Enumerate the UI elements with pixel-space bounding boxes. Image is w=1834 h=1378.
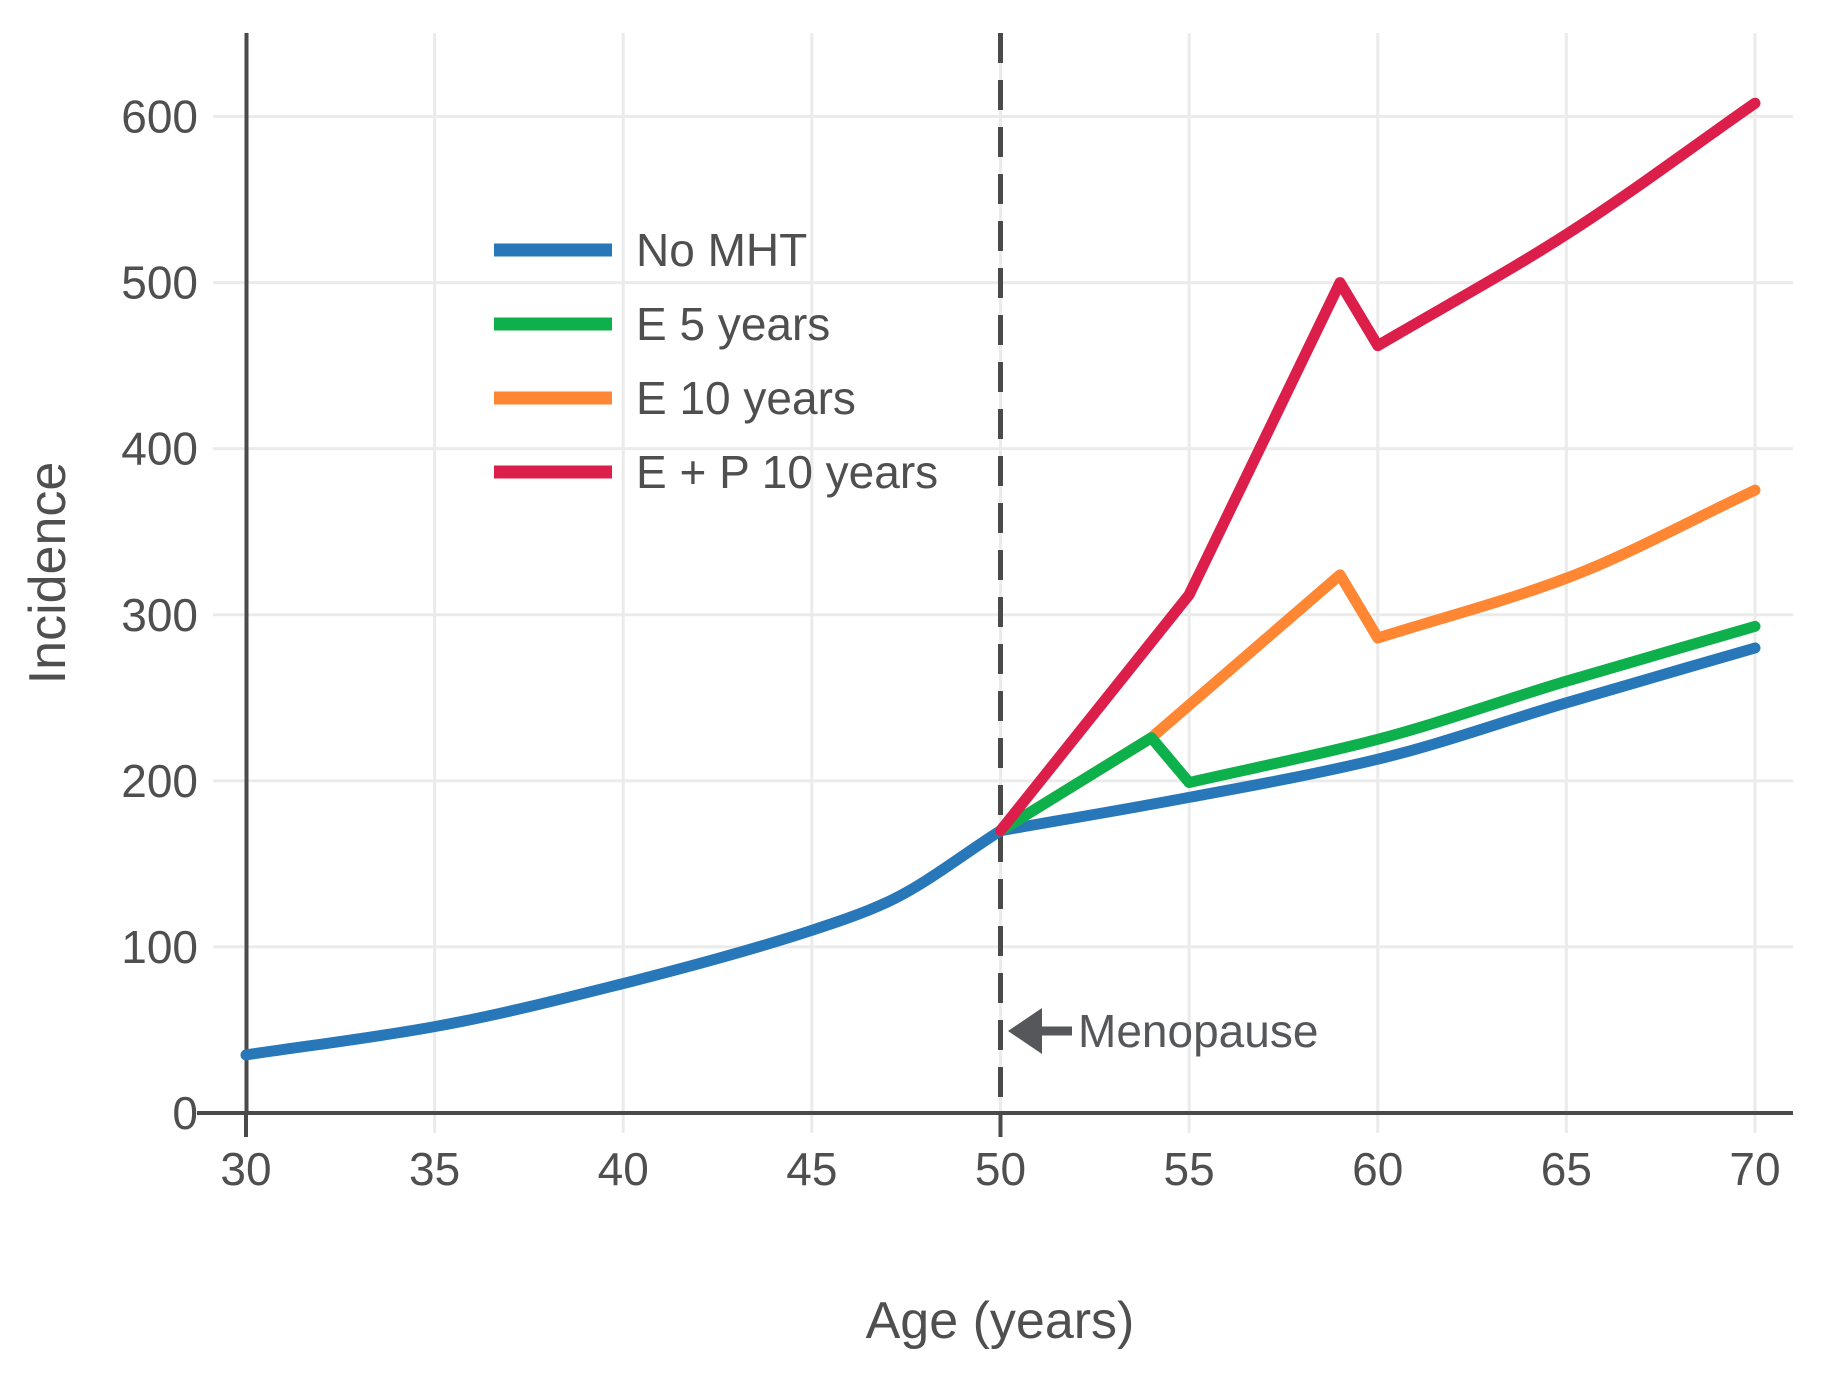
x-tick-label-50: 50 (975, 1143, 1026, 1195)
x-tick-label-45: 45 (786, 1143, 837, 1195)
legend-item-e-p-10-years: E + P 10 years (494, 446, 938, 498)
y-tick-label-0: 0 (172, 1087, 198, 1139)
legend-item-e-10-years: E 10 years (494, 372, 856, 424)
axes (197, 33, 1793, 1137)
x-tick-label-30: 30 (220, 1143, 271, 1195)
legend-swatch-e-10-years (494, 391, 612, 405)
y-tick-label-300: 300 (121, 589, 198, 641)
x-tick-label-40: 40 (598, 1143, 649, 1195)
legend-item-no-mht: No MHT (494, 224, 807, 276)
legend-swatch-no-mht (494, 243, 612, 257)
menopause-annotation: Menopause (1008, 1005, 1318, 1057)
x-tick-label-70: 70 (1729, 1143, 1780, 1195)
y-axis-title: Incidence (19, 462, 77, 685)
x-tick-label-55: 55 (1164, 1143, 1215, 1195)
legend-label-no-mht: No MHT (636, 224, 807, 276)
y-tick-label-400: 400 (121, 423, 198, 475)
series-line-no-mht (240, 642, 1761, 1061)
series-line-e-p-10-years (995, 97, 1761, 837)
x-tick-label-65: 65 (1541, 1143, 1592, 1195)
y-tick-label-600: 600 (121, 91, 198, 143)
series-line-e-5-years (995, 620, 1761, 837)
legend-label-e-p-10-years: E + P 10 years (636, 446, 938, 498)
legend-label-e-5-years: E 5 years (636, 298, 830, 350)
y-tick-label-200: 200 (121, 755, 198, 807)
menopause-label: Menopause (1078, 1005, 1318, 1057)
x-tick-label-60: 60 (1352, 1143, 1403, 1195)
y-tick-label-500: 500 (121, 257, 198, 309)
legend: No MHT E 5 years E 10 years E + P 10 years (494, 224, 938, 498)
y-tick-label-100: 100 (121, 921, 198, 973)
legend-item-e-5-years: E 5 years (494, 298, 830, 350)
x-axis-title: Age (years) (866, 1292, 1135, 1350)
legend-label-e-10-years: E 10 years (636, 372, 856, 424)
legend-swatch-e-p-10-years (494, 465, 612, 479)
legend-swatch-e-5-years (494, 317, 612, 331)
x-tick-label-35: 35 (409, 1143, 460, 1195)
left-arrow-icon (1008, 1008, 1042, 1054)
arrow-shaft (1040, 1026, 1072, 1036)
